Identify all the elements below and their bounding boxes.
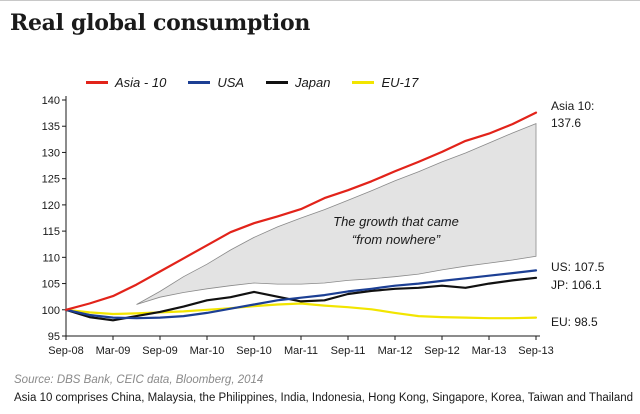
- y-tick-label: 105: [42, 279, 60, 291]
- asia-10-line: [64, 111, 538, 311]
- legend-item-japan: Japan: [266, 75, 330, 90]
- y-tick-label: 140: [42, 95, 60, 107]
- legend-label-asia: Asia - 10: [115, 74, 167, 90]
- band-annotation-line2: “from nowhere”: [352, 232, 441, 247]
- legend-item-asia: Asia - 10: [86, 75, 166, 90]
- legend-item-usa: USA: [188, 75, 244, 90]
- legend-label-eu: EU-17: [381, 74, 419, 90]
- legend-swatch-usa: [188, 80, 211, 84]
- x-tick-label: Mar-09: [96, 345, 131, 357]
- y-tick-label: 115: [42, 226, 60, 238]
- x-tick-label: Sep-10: [236, 345, 271, 357]
- end-label-asia-value: 137.6: [551, 116, 581, 130]
- x-tick-label: Mar-11: [284, 345, 318, 357]
- top-rule: [0, 0, 640, 1]
- end-label-jp: JP: 106.1: [551, 278, 602, 292]
- legend-label-usa: USA: [217, 74, 245, 90]
- legend-item-eu: EU-17: [352, 75, 418, 90]
- y-tick-label: 135: [42, 121, 60, 133]
- y-tick-label: 120: [42, 200, 60, 212]
- y-tick-label: 130: [42, 147, 60, 159]
- legend-swatch-eu: [352, 80, 375, 84]
- legend-swatch-japan: [266, 80, 289, 84]
- legend-label-japan: Japan: [295, 74, 331, 90]
- y-tick-label: 110: [42, 252, 60, 264]
- x-tick-label: Mar-12: [378, 345, 413, 357]
- end-label-us: US: 107.5: [551, 260, 605, 274]
- usa-line: [64, 269, 538, 320]
- growth-gap-band: [136, 123, 537, 305]
- x-tick-label: Mar-10: [190, 345, 225, 357]
- footnote: Asia 10 comprises China, Malaysia, the P…: [14, 392, 634, 404]
- x-tick-label: Sep-11: [331, 345, 366, 357]
- legend: Asia - 10 USA Japan EU-17: [86, 72, 440, 92]
- legend-swatch-asia: [86, 80, 108, 84]
- end-label-eu: EU: 98.5: [551, 315, 598, 329]
- x-tick-label: Sep-09: [142, 345, 177, 357]
- y-tick-label: 100: [42, 305, 60, 317]
- x-tick-label: Sep-13: [518, 345, 553, 357]
- end-label-asia-title: Asia 10:: [551, 99, 594, 113]
- band-annotation-line1: The growth that came: [333, 214, 459, 229]
- x-tick-label: Mar-13: [472, 345, 507, 357]
- chart-title: Real global consumption: [10, 10, 311, 36]
- eu-17-line: [64, 302, 538, 320]
- x-tick-label: Sep-12: [424, 345, 459, 357]
- y-tick-label: 125: [42, 174, 60, 186]
- source-note: Source: DBS Bank, CEIC data, Bloomberg, …: [14, 374, 264, 386]
- japan-line: [64, 276, 538, 322]
- x-tick-label: Sep-08: [48, 345, 83, 357]
- y-tick-label: 95: [48, 331, 60, 343]
